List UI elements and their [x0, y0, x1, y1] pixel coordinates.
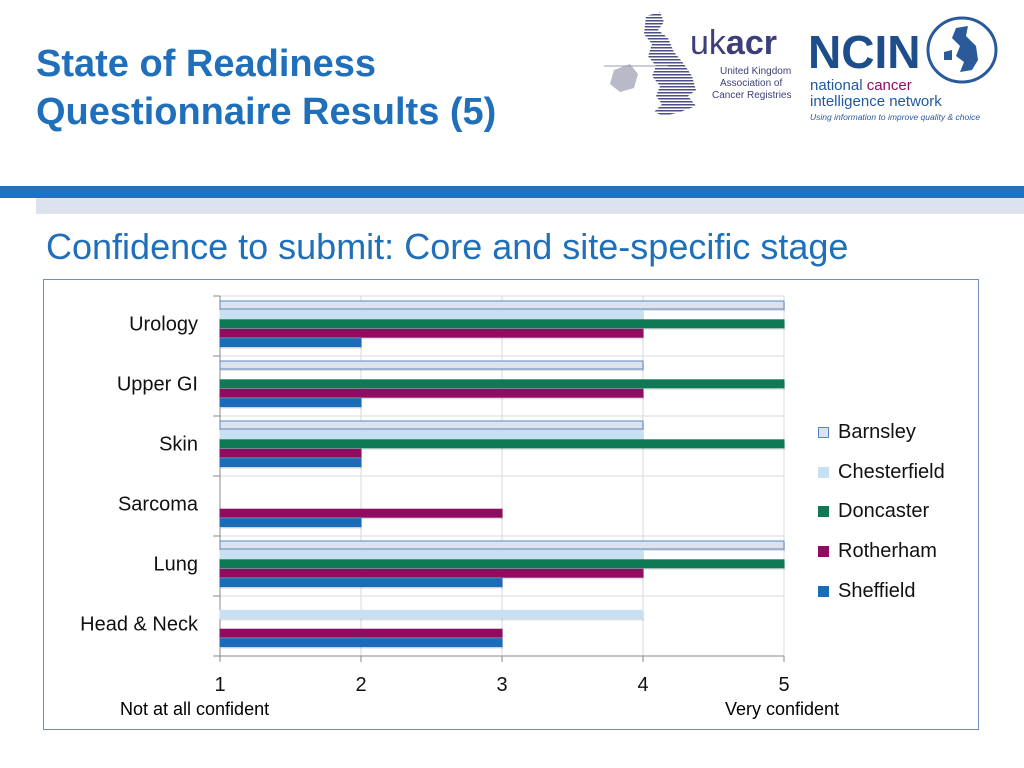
legend-swatch	[818, 585, 829, 597]
bar	[219, 609, 644, 619]
legend-label: Chesterfield	[838, 460, 945, 483]
bar	[219, 638, 503, 648]
category-label: Skin	[159, 433, 198, 455]
bar	[219, 439, 785, 449]
bar	[219, 458, 362, 468]
bar	[219, 328, 644, 338]
uk-map-icon	[604, 12, 696, 116]
bar	[219, 319, 785, 329]
ukacr-wordmark: ukacr	[690, 24, 777, 62]
bar	[219, 309, 644, 319]
legend-label: Rotherham	[838, 540, 937, 563]
x-annotation-right: Very confident	[725, 699, 840, 719]
ncin-line-1: national cancer	[810, 77, 912, 94]
ncin-tagline: Using information to improve quality & c…	[810, 112, 980, 122]
legend-item: Sheffield	[818, 571, 945, 611]
slide-title-line-1: State of Readiness	[36, 43, 376, 85]
ukacr-line-2: Association of	[720, 78, 782, 89]
category-label: Upper GI	[117, 373, 198, 395]
bar	[219, 398, 362, 408]
bar	[219, 540, 785, 550]
legend-label: Doncaster	[838, 500, 930, 523]
bar	[219, 508, 503, 518]
category-label: Head & Neck	[80, 613, 199, 635]
x-tick-label: 5	[778, 674, 789, 696]
bar	[219, 388, 644, 398]
ukacr-line-3: Cancer Registries	[712, 90, 791, 101]
ncin-globe-icon	[926, 16, 998, 84]
ncin-wordmark: NCIN	[808, 26, 920, 78]
bar	[219, 420, 644, 430]
slide-title-line-2: Questionnaire Results (5)	[36, 91, 497, 133]
bar	[219, 300, 785, 310]
x-tick-label: 3	[496, 674, 507, 696]
ncin-line-2: intelligence network	[810, 93, 942, 110]
category-label: Lung	[154, 553, 199, 575]
chart-frame	[43, 279, 979, 730]
bar	[219, 568, 644, 578]
bar	[219, 360, 644, 370]
header-band	[0, 186, 1024, 198]
legend-item: Chesterfield	[818, 453, 945, 493]
bar	[219, 559, 785, 569]
bar	[219, 628, 503, 638]
bar	[219, 338, 362, 348]
x-tick-label: 2	[355, 674, 366, 696]
bar	[219, 379, 785, 389]
slide-title: State of Readiness Questionnaire Results…	[36, 40, 596, 136]
chart-legend: Barnsley Chesterfield Doncaster Rotherham Sh…	[818, 413, 945, 611]
x-annotation-left: Not at all confident	[120, 699, 270, 719]
bar	[219, 429, 644, 439]
slide-subtitle: Confidence to submit: Core and site-spec…	[46, 226, 849, 267]
legend-swatch	[818, 546, 829, 558]
ukacr-line-1: United Kingdom	[720, 66, 791, 77]
category-label: Sarcoma	[118, 493, 199, 515]
legend-swatch	[818, 427, 829, 439]
legend-label: Barnsley	[838, 421, 916, 444]
header-band-light	[36, 198, 1024, 214]
x-tick-label: 1	[214, 674, 225, 696]
legend-label: Sheffield	[838, 579, 916, 602]
bar	[219, 578, 503, 588]
bar	[219, 448, 362, 458]
legend-item: Barnsley	[818, 413, 945, 453]
category-label: Urology	[129, 313, 198, 335]
legend-item: Doncaster	[818, 492, 945, 532]
legend-swatch	[818, 506, 829, 518]
ncin-logo: NCIN national cancer intelligence networ…	[808, 16, 998, 122]
legend-swatch	[818, 466, 829, 478]
bar	[219, 549, 644, 559]
x-tick-label: 4	[637, 674, 648, 696]
legend-item: Rotherham	[818, 532, 945, 572]
bar	[219, 518, 362, 528]
ukacr-logo: ukacr United Kingdom Association of Canc…	[604, 12, 791, 116]
